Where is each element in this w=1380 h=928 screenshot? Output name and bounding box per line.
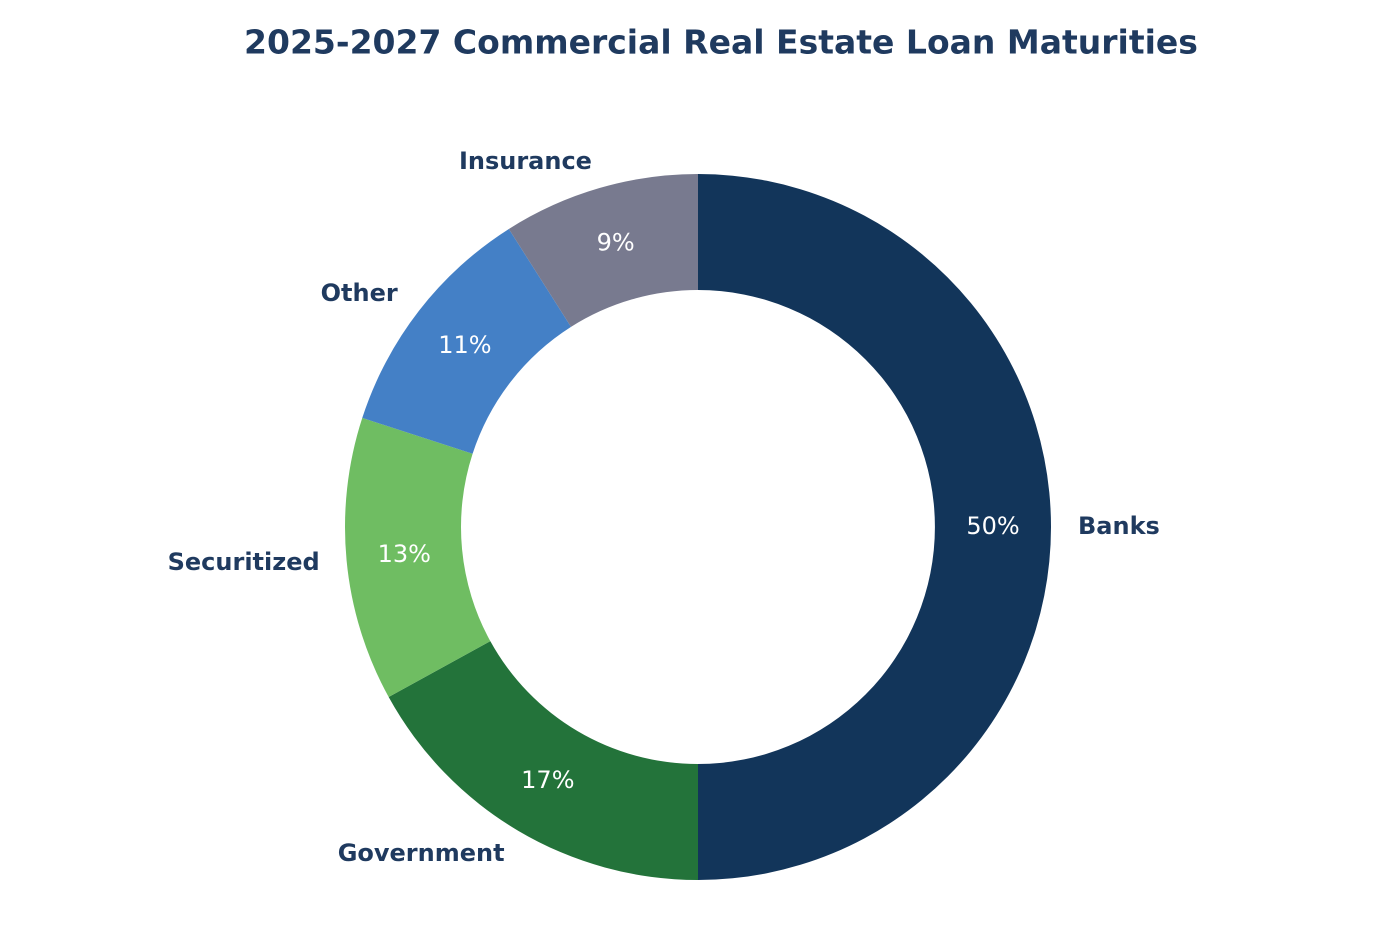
donut-slice — [345, 417, 491, 698]
donut-slice — [362, 228, 572, 454]
donut-slice — [388, 641, 698, 880]
category-label: Banks — [1078, 512, 1160, 540]
value-label: 11% — [438, 331, 491, 359]
category-label: Insurance — [459, 147, 592, 175]
donut-slice — [508, 174, 698, 327]
value-label: 9% — [597, 229, 635, 257]
category-label: Government — [338, 839, 505, 867]
chart-title: 2025-2027 Commercial Real Estate Loan Ma… — [244, 23, 1198, 62]
donut-slice — [698, 174, 1051, 880]
category-label: Other — [321, 279, 398, 307]
value-label: 17% — [521, 766, 574, 794]
value-label: 50% — [966, 512, 1019, 540]
category-label: Securitized — [168, 548, 320, 576]
value-label: 13% — [378, 540, 431, 568]
